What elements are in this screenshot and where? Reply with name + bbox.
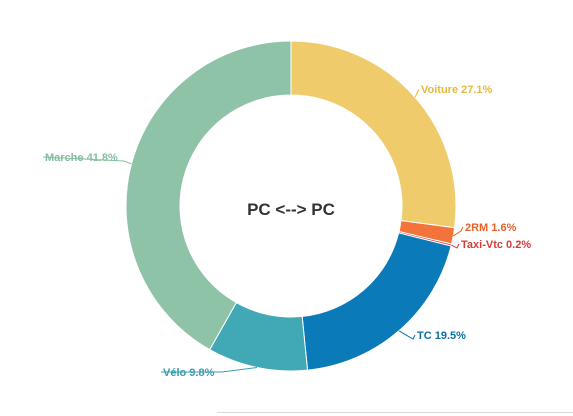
data-label-2rm: 2RM 1.6%: [465, 222, 517, 234]
slice-voiture[interactable]: [290, 40, 457, 229]
slices-group: [125, 40, 457, 372]
data-label-v-lo: Vélo 9.8%: [163, 367, 215, 379]
leader-line-marche: [42, 156, 132, 165]
leader-lines-group: [42, 88, 464, 373]
chart-title: PC <--> PC: [247, 200, 335, 219]
leader-line-2rm: [453, 226, 464, 237]
divider: [217, 412, 573, 413]
data-label-tc: TC 19.5%: [417, 330, 466, 342]
data-label-voiture: Voiture 27.1%: [421, 84, 493, 96]
slice-tc[interactable]: [301, 232, 452, 371]
slice-marche[interactable]: [125, 40, 292, 351]
leader-line-taxi-vtc: [451, 243, 460, 249]
leader-line-v-lo: [161, 366, 258, 373]
data-label-taxi-vtc: Taxi-Vtc 0.2%: [461, 239, 531, 251]
labels-group: Voiture 27.1% 2RM 1.6% Taxi-Vtc 0.2% TC 19.…: [45, 84, 531, 379]
leader-line-tc: [398, 330, 416, 340]
data-label-marche: Marche 41.8%: [45, 152, 118, 164]
leader-line-voiture: [414, 88, 420, 98]
